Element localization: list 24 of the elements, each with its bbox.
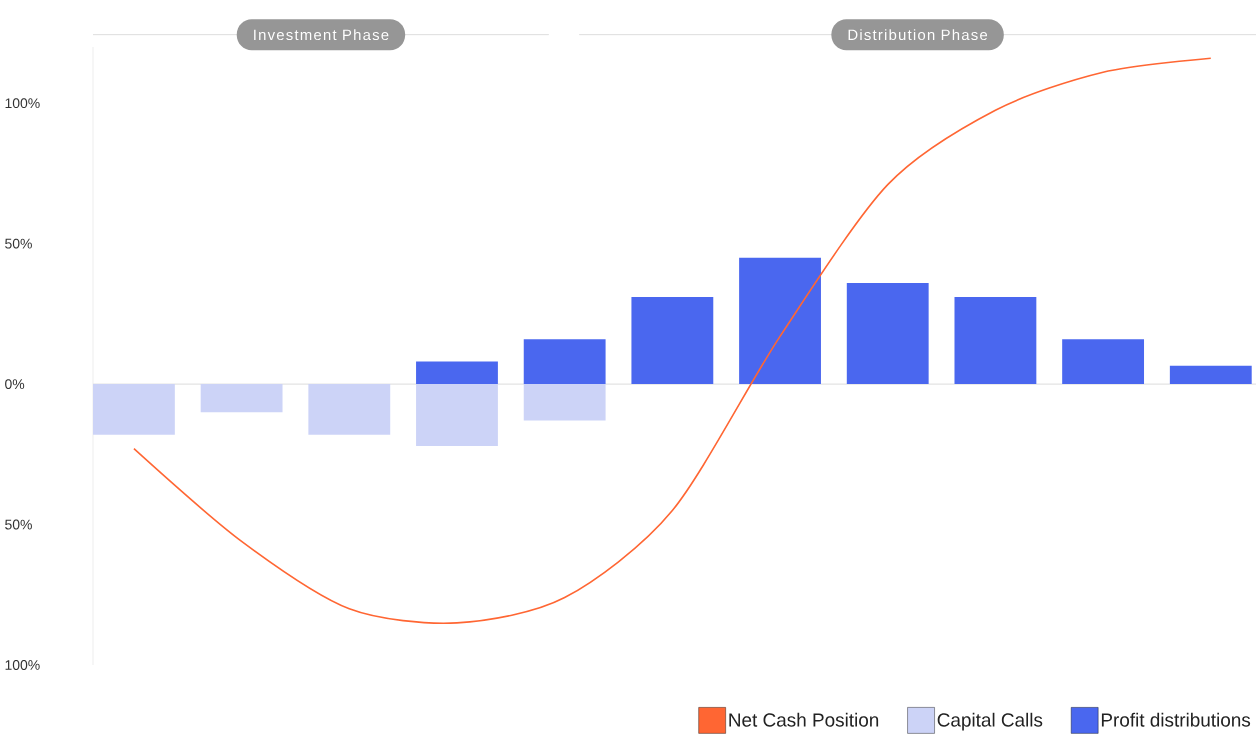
bar xyxy=(1062,339,1145,385)
y-tick-label: 100% xyxy=(5,660,40,670)
bar xyxy=(1169,365,1252,385)
y-tick-label: 50% xyxy=(5,519,32,530)
bar xyxy=(523,384,606,421)
bar xyxy=(308,384,391,435)
bar xyxy=(631,297,714,385)
bar xyxy=(846,282,929,385)
bar xyxy=(739,257,821,385)
bar xyxy=(416,361,498,385)
legend-label: Net Cash Position xyxy=(729,712,879,727)
bar xyxy=(523,339,606,385)
y-tick-label: 100% xyxy=(5,98,40,109)
bar xyxy=(200,384,283,413)
y-tick-label: 0% xyxy=(5,379,25,390)
bar xyxy=(93,384,175,435)
bar xyxy=(416,384,498,446)
y-tick-label: 50% xyxy=(5,238,32,249)
line-series xyxy=(133,57,1212,624)
bar xyxy=(954,297,1037,385)
text: Investment Phase xyxy=(254,29,389,41)
text: Distribution Phase xyxy=(848,29,988,41)
legend-label: Profit distributions xyxy=(1101,712,1251,727)
legend-label: Capital Calls xyxy=(937,712,1043,731)
